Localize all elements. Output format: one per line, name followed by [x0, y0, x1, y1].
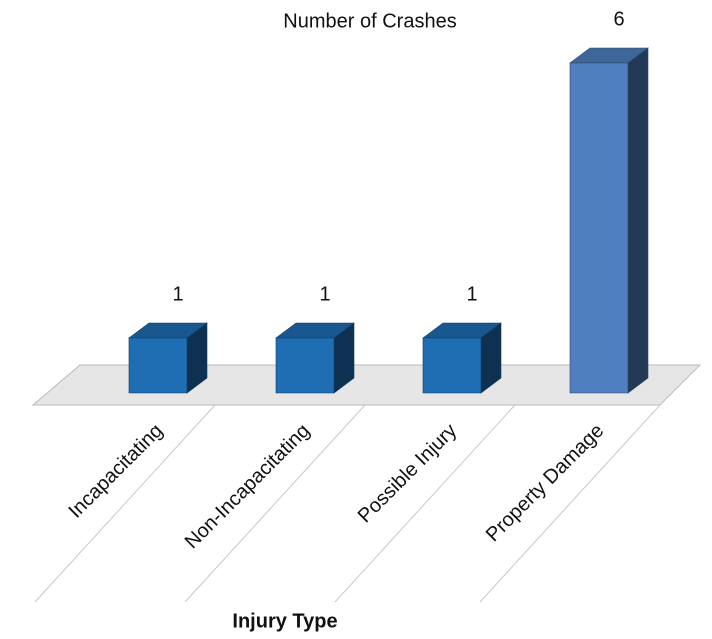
bar-front: [569, 62, 629, 394]
data-label: 1: [466, 283, 477, 305]
category-divider: [479, 404, 661, 603]
bar: [128, 322, 208, 394]
bar-front: [422, 337, 482, 394]
data-label: 1: [172, 283, 183, 305]
category-divider: [34, 404, 216, 603]
x-tick-label: Incapacitating: [64, 420, 167, 523]
x-axis-label: Injury Type: [232, 610, 337, 632]
bar: [569, 47, 649, 394]
data-label: 1: [319, 283, 330, 305]
bar-front: [275, 337, 335, 394]
bar-front: [128, 337, 188, 394]
bar: [422, 322, 502, 394]
category-divider: [184, 404, 366, 603]
chart-title: Number of Crashes: [283, 10, 456, 32]
category-divider: [334, 404, 516, 603]
x-tick-label: Possible Injury: [354, 420, 462, 528]
bar-side: [627, 47, 649, 394]
bar: [275, 322, 355, 394]
data-label: 6: [613, 8, 624, 30]
